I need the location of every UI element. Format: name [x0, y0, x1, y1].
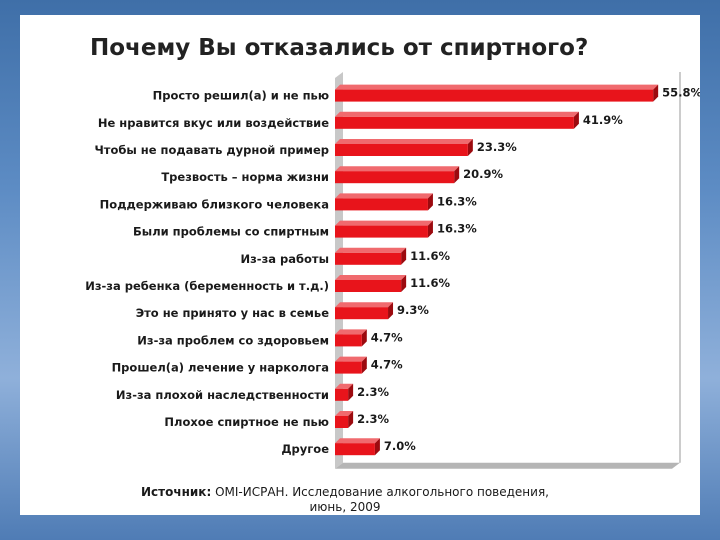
bar: [335, 252, 402, 265]
bar-side: [401, 275, 407, 292]
bar-top: [335, 139, 473, 144]
value-label: 11.6%: [410, 276, 450, 290]
bar-top: [335, 438, 380, 444]
bar-side: [361, 329, 367, 347]
bar: [335, 416, 349, 428]
value-label: 16.3%: [437, 194, 477, 208]
value-label: 41.9%: [583, 113, 623, 127]
bar-top: [335, 193, 433, 199]
bar-side: [454, 166, 460, 184]
value-label: 2.3%: [357, 412, 389, 426]
bar-top: [335, 111, 579, 117]
bar-top: [335, 247, 407, 253]
source-note: Источник: ОМI-ИСРАН. Исследование алкого…: [65, 485, 625, 515]
bar-top: [335, 166, 460, 172]
bar: [335, 116, 574, 129]
bar-top: [335, 275, 407, 280]
bar-top: [335, 329, 367, 335]
axis-floor: [335, 462, 680, 469]
bar: [335, 388, 349, 401]
value-label: 20.9%: [463, 167, 503, 181]
bar: [335, 280, 402, 292]
category-label: Из-за ребенка (беременность и т.д.): [85, 279, 329, 293]
bar: [335, 361, 362, 374]
category-label: Прошел(а) лечение у нарколога: [112, 361, 329, 375]
bar-side: [573, 111, 579, 129]
category-label: Другое: [281, 442, 329, 456]
value-label: 16.3%: [437, 222, 477, 236]
bar: [335, 89, 654, 102]
value-label: 4.7%: [371, 330, 403, 344]
bar-side: [361, 356, 367, 374]
value-label: 7.0%: [384, 439, 416, 453]
bar: [335, 198, 428, 211]
category-label: Трезвость – норма жизни: [161, 170, 329, 184]
bar: [335, 334, 362, 347]
bar-side: [348, 411, 354, 428]
bar-side: [388, 302, 394, 320]
bar-top: [335, 356, 367, 362]
category-label: Не нравится вкус или воздействие: [98, 116, 329, 130]
category-label: Из-за работы: [240, 252, 329, 266]
slide: Почему Вы отказались от спиртного? Прост…: [20, 15, 700, 515]
category-label: Просто решил(а) и не пью: [153, 89, 329, 103]
category-label: Из-за проблем со здоровьем: [137, 333, 329, 347]
chart-title: Почему Вы отказались от спиртного?: [90, 35, 589, 61]
bar-top: [335, 411, 354, 416]
source-label: Источник:: [141, 485, 212, 499]
bar-side: [653, 84, 659, 102]
bar: [335, 443, 375, 456]
bar-top: [335, 220, 433, 226]
bar-side: [427, 193, 433, 211]
category-label: Чтобы не подавать дурной пример: [94, 143, 329, 157]
bar-side: [374, 438, 380, 456]
value-label: 4.7%: [371, 358, 403, 372]
bar: [335, 144, 468, 156]
category-label: Плохое спиртное не пью: [164, 415, 329, 429]
bar-top: [335, 383, 354, 389]
bar-chart: Просто решил(а) и не пью 55.8% Не нравится…: [85, 72, 700, 469]
value-label: 55.8%: [662, 86, 700, 100]
category-label: Из-за плохой наследственности: [116, 388, 329, 402]
axis-wall: [335, 72, 343, 469]
value-label: 11.6%: [410, 249, 450, 263]
bar-top: [335, 84, 659, 90]
source-text: ОМI-ИСРАН. Исследование алкогольного пов…: [215, 485, 549, 499]
source-date: июнь, 2009: [309, 500, 381, 514]
bar-top: [335, 302, 394, 308]
category-label: Это не принято у нас в семье: [136, 306, 329, 320]
bar-side: [401, 247, 407, 265]
value-label: 9.3%: [397, 303, 429, 317]
value-label: 23.3%: [477, 140, 517, 154]
bar-side: [427, 220, 433, 238]
bar: [335, 171, 455, 184]
value-label: 2.3%: [357, 385, 389, 399]
category-label: Поддерживаю близкого человека: [100, 197, 329, 211]
bar-side: [467, 139, 473, 156]
bar: [335, 225, 428, 238]
bar-side: [348, 383, 354, 401]
bar: [335, 307, 389, 320]
category-label: Были проблемы со спиртным: [133, 225, 329, 239]
